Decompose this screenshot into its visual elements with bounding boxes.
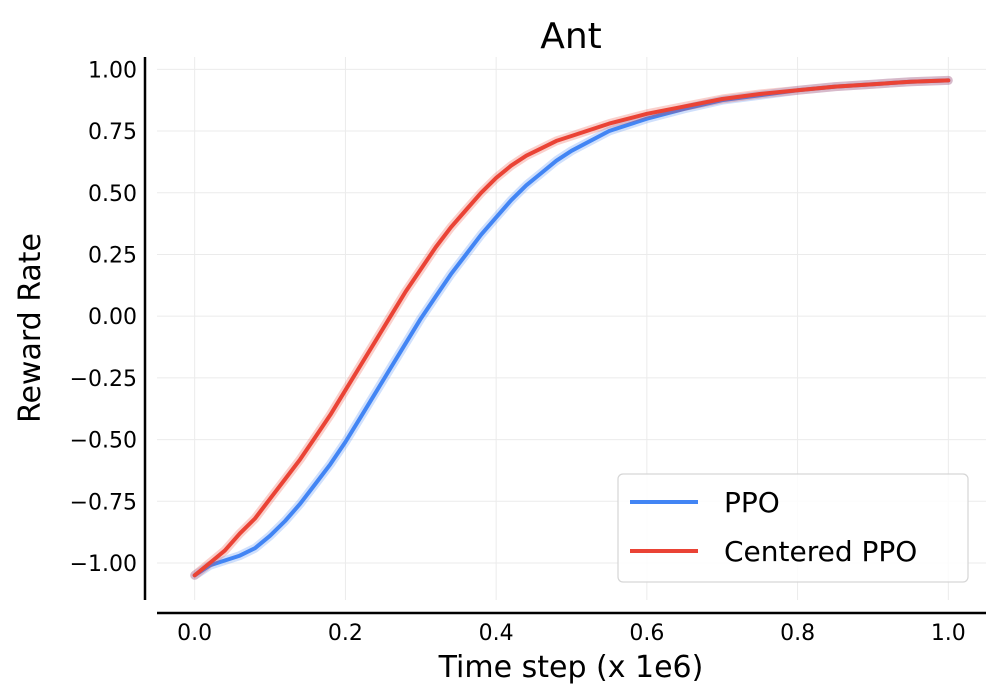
x-axis-title: Time step (x 1e6) xyxy=(438,650,704,685)
legend: PPO Centered PPO xyxy=(617,473,969,583)
series-line-1 xyxy=(192,78,951,578)
legend-label-centered-ppo: Centered PPO xyxy=(724,535,917,568)
legend-box xyxy=(617,473,969,583)
y-tick-label: 0.50 xyxy=(88,182,137,207)
series-layer xyxy=(190,75,953,580)
x-tick-label: 0.6 xyxy=(629,621,664,646)
y-ticks: 1.00 0.75 0.50 0.25 0.00 −0.25 −0.50 −0.75 −1.00 xyxy=(70,58,137,577)
axes xyxy=(143,57,986,615)
y-tick-label: 0.00 xyxy=(88,305,137,330)
y-tick-label: −0.50 xyxy=(70,429,137,454)
x-tick-label: 0.4 xyxy=(479,621,514,646)
x-tick-label: 0.8 xyxy=(780,621,815,646)
chart-title: Ant xyxy=(540,16,602,57)
y-tick-label: 0.25 xyxy=(88,243,137,268)
y-tick-label: 1.00 xyxy=(88,58,137,83)
y-tick-label: −0.25 xyxy=(70,367,137,392)
y-axis-title: Reward Rate xyxy=(13,233,48,423)
x-ticks: 0.0 0.2 0.4 0.6 0.8 1.0 xyxy=(177,621,966,646)
y-tick-label: −0.75 xyxy=(70,490,137,515)
x-tick-label: 1.0 xyxy=(931,621,966,646)
y-tick-label: −1.00 xyxy=(70,552,137,577)
x-tick-label: 0.0 xyxy=(177,621,212,646)
x-tick-label: 0.2 xyxy=(328,621,363,646)
legend-label-ppo: PPO xyxy=(724,486,780,519)
y-tick-label: 0.75 xyxy=(88,120,137,145)
